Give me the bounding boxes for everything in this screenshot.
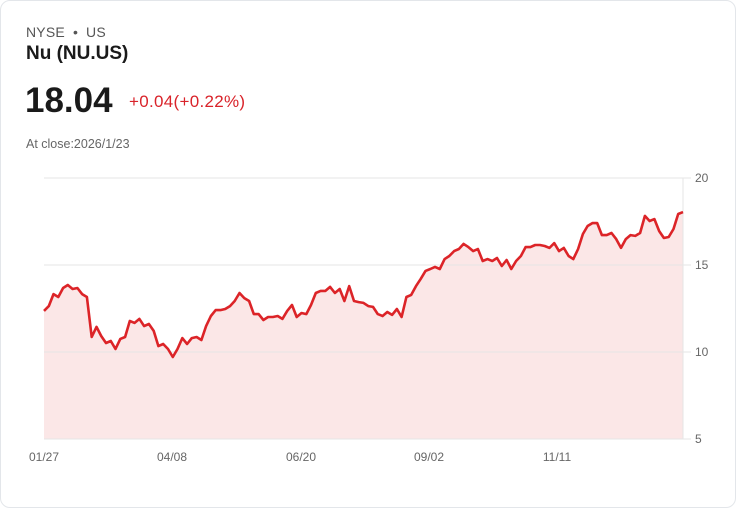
y-tick-label: 5 <box>695 432 702 446</box>
price-change: +0.04(+0.22%) <box>129 92 246 111</box>
y-tick-label: 10 <box>695 345 709 359</box>
price: 18.04 <box>25 81 113 120</box>
close-date: At close:2026/1/23 <box>26 137 130 151</box>
exchange: NYSE <box>26 24 65 40</box>
region: US <box>86 24 106 40</box>
area-fill <box>44 212 683 439</box>
x-tick-label: 01/27 <box>29 450 59 464</box>
x-tick-label: 06/20 <box>286 450 316 464</box>
x-tick-label: 09/02 <box>414 450 444 464</box>
separator-dot: • <box>72 24 79 40</box>
x-tick-label: 11/11 <box>543 450 572 464</box>
price-line <box>43 210 684 359</box>
y-tick-label: 15 <box>695 258 709 272</box>
x-tick-label: 04/08 <box>157 450 187 464</box>
y-tick-label: 20 <box>695 171 709 185</box>
stock-name: Nu (NU.US) <box>26 43 129 64</box>
exchange-line: NYSE • US <box>26 24 106 40</box>
